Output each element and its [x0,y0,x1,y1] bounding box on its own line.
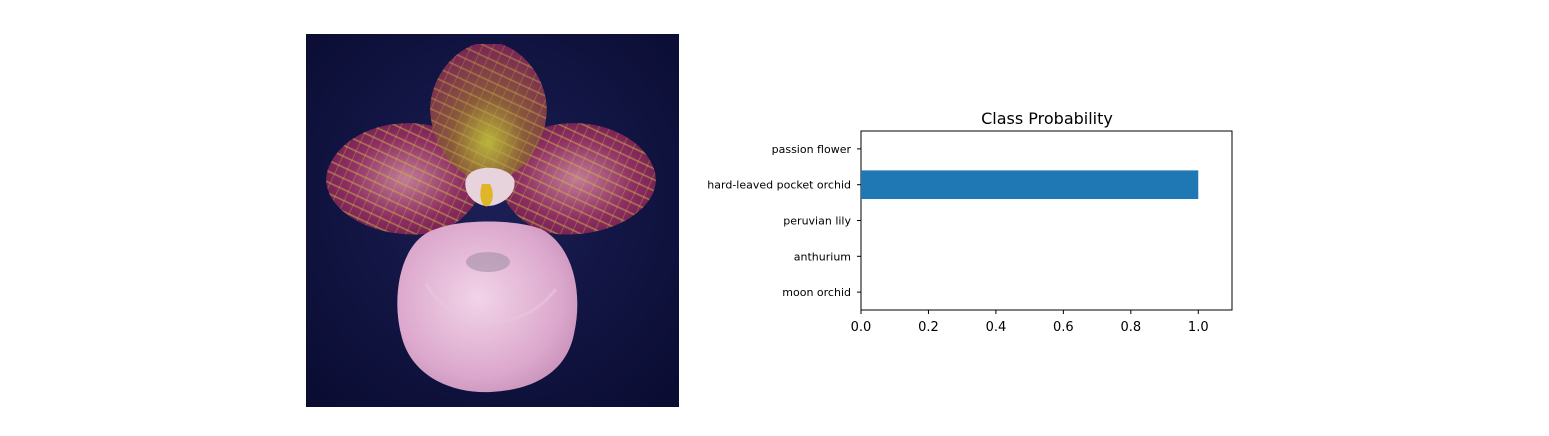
x-tick-label: 0.4 [986,320,1007,335]
chart-title: Class Probability [981,109,1113,128]
right-petal [498,123,656,235]
y-tick-label: peruvian lily [783,215,851,228]
bars-group [861,170,1199,200]
y-tick-label: anthurium [794,250,851,263]
plot-area [860,130,1233,311]
x-tick-label: 0.6 [1053,320,1074,335]
x-tick-label: 0.8 [1120,320,1141,335]
x-tick-label: 0.2 [918,320,939,335]
y-tick-label: passion flower [772,143,852,156]
bar-hard-leaved-pocket-orchid [861,170,1199,200]
x-tick-label: 0.0 [851,320,872,335]
x-tick-label: 1.0 [1188,320,1209,335]
flower-image [306,34,679,407]
y-tick-label: moon orchid [782,286,851,299]
dorsal-sepal [430,44,547,184]
flower-staminode [465,167,515,207]
y-axis-ticks: passion flower hard-leaved pocket orchid p… [707,143,861,299]
flower-pouch [397,221,578,393]
x-axis-ticks: 0.0 0.2 0.4 0.6 0.8 1.0 [851,310,1209,335]
y-tick-label: hard-leaved pocket orchid [707,179,851,192]
